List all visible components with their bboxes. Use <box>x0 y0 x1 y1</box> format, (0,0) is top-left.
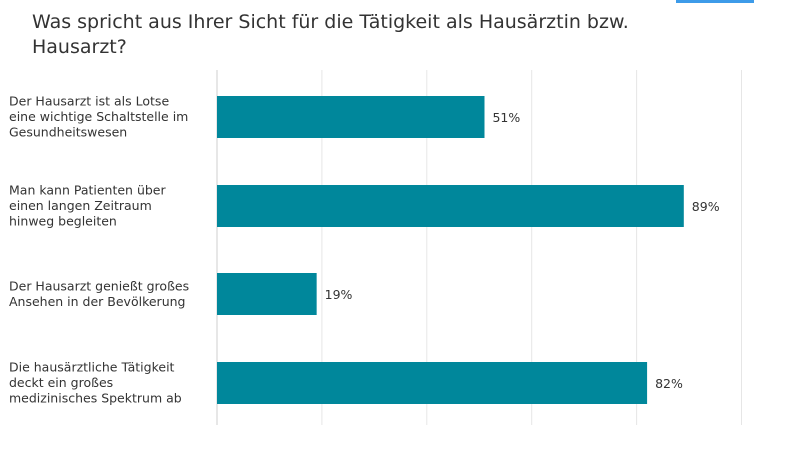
category-label: Die hausärztliche Tätigkeit deckt ein gro… <box>9 360 182 406</box>
category-label-line: Die hausärztliche Tätigkeit <box>9 360 175 375</box>
category-label-line: Der Hausarzt ist als Lotse <box>9 94 169 109</box>
value-label: 51% <box>492 110 520 125</box>
top-accent-bar <box>676 0 754 3</box>
category-label-line: hinweg begleiten <box>9 214 117 229</box>
bar <box>217 362 648 404</box>
value-label: 19% <box>325 287 353 302</box>
category-label: Der Hausarzt genießt großes Ansehen in de… <box>9 278 189 309</box>
bar <box>217 96 485 138</box>
category-label-line: medizinisches Spektrum ab <box>9 391 182 406</box>
category-label-line: Gesundheitswesen <box>9 125 127 140</box>
category-label-line: deckt ein großes <box>9 375 113 390</box>
category-label-line: einen langen Zeitraum <box>9 198 152 213</box>
bar <box>217 185 684 227</box>
chart-title: Was spricht aus Ihrer Sicht für die Täti… <box>32 11 629 58</box>
category-label-line: Ansehen in der Bevölkerung <box>9 294 185 309</box>
category-label-line: eine wichtige Schaltstelle im <box>9 109 188 124</box>
category-label: Der Hausarzt ist als Lotse eine wichtige … <box>9 94 188 140</box>
value-label: 89% <box>692 199 720 214</box>
category-label-line: Der Hausarzt genießt großes <box>9 278 189 293</box>
bar <box>217 273 317 315</box>
category-label: Man kann Patienten über einen langen Zeit… <box>9 183 166 229</box>
category-label-line: Man kann Patienten über <box>9 183 166 198</box>
value-label: 82% <box>655 376 683 391</box>
